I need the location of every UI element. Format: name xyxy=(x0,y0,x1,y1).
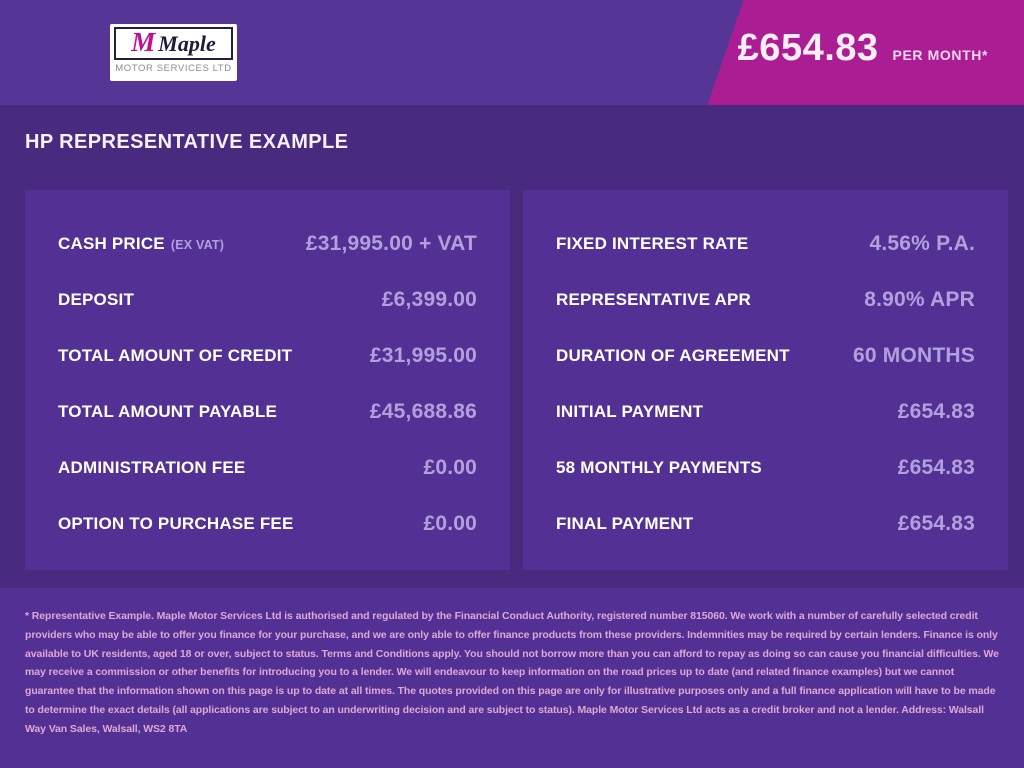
row-sublabel: (EX VAT) xyxy=(170,238,225,252)
row-value: £6,399.00 xyxy=(381,288,477,311)
row-initial-payment: INITIAL PAYMENT £654.83 xyxy=(556,384,975,440)
monthly-price-group: £654.83 PER MONTH* xyxy=(738,27,988,70)
row-value: £0.00 xyxy=(423,512,477,535)
dealer-logo: M Maple MOTOR SERVICES LTD xyxy=(110,24,237,81)
page-title: HP REPRESENTATIVE EXAMPLE xyxy=(25,131,349,153)
row-label: DEPOSIT xyxy=(58,290,135,309)
row-label: FIXED INTEREST RATE xyxy=(556,234,749,253)
row-total-amount-of-credit: TOTAL AMOUNT OF CREDIT £31,995.00 xyxy=(58,328,477,384)
row-deposit: DEPOSIT £6,399.00 xyxy=(58,272,477,328)
monthly-price-banner: £654.83 PER MONTH* xyxy=(707,0,1024,105)
row-fixed-interest-rate: FIXED INTEREST RATE 4.56% P.A. xyxy=(556,216,975,272)
finance-panel-right: FIXED INTEREST RATE 4.56% P.A. REPRESENT… xyxy=(523,190,1008,570)
row-label: CASH PRICE (EX VAT) xyxy=(58,234,225,253)
row-duration-of-agreement: DURATION OF AGREEMENT 60 MONTHS xyxy=(556,328,975,384)
logo-subtitle: MOTOR SERVICES LTD xyxy=(115,63,232,74)
footer: * Representative Example. Maple Motor Se… xyxy=(0,588,1024,768)
row-final-payment: FINAL PAYMENT £654.83 xyxy=(556,496,975,552)
row-label: INITIAL PAYMENT xyxy=(556,402,704,421)
row-value: £654.83 xyxy=(897,512,975,535)
row-label: REPRESENTATIVE APR xyxy=(556,290,752,309)
row-value: 8.90% APR xyxy=(864,288,975,311)
logo-m-letter: M xyxy=(131,27,156,57)
row-label: 58 MONTHLY PAYMENTS xyxy=(556,458,762,477)
row-value: 4.56% P.A. xyxy=(869,232,975,255)
header: M Maple MOTOR SERVICES LTD £654.83 PER M… xyxy=(0,0,1024,105)
row-label: DURATION OF AGREEMENT xyxy=(556,346,790,365)
monthly-price-amount: £654.83 xyxy=(737,27,879,69)
row-label: ADMINISTRATION FEE xyxy=(58,458,246,477)
row-cash-price: CASH PRICE (EX VAT) £31,995.00 + VAT xyxy=(58,216,477,272)
row-label: TOTAL AMOUNT OF CREDIT xyxy=(58,346,293,365)
row-value: £31,995.00 xyxy=(369,344,477,367)
logo-name: Maple xyxy=(158,30,216,56)
row-monthly-payments: 58 MONTHLY PAYMENTS £654.83 xyxy=(556,440,975,496)
row-label: FINAL PAYMENT xyxy=(556,514,694,533)
row-label: OPTION TO PURCHASE FEE xyxy=(58,514,294,533)
row-value: £31,995.00 + VAT xyxy=(305,232,477,255)
finance-panel-left: CASH PRICE (EX VAT) £31,995.00 + VAT DEPO… xyxy=(25,190,510,570)
dealer-logo-mark: M Maple xyxy=(114,27,233,60)
row-representative-apr: REPRESENTATIVE APR 8.90% APR xyxy=(556,272,975,328)
row-total-amount-payable: TOTAL AMOUNT PAYABLE £45,688.86 xyxy=(58,384,477,440)
row-value: 60 MONTHS xyxy=(853,344,975,367)
row-administration-fee: ADMINISTRATION FEE £0.00 xyxy=(58,440,477,496)
row-value: £0.00 xyxy=(423,456,477,479)
disclaimer-text: * Representative Example. Maple Motor Se… xyxy=(25,610,999,735)
row-value: £45,688.86 xyxy=(369,400,477,423)
row-option-to-purchase-fee: OPTION TO PURCHASE FEE £0.00 xyxy=(58,496,477,552)
per-month-label: PER MONTH* xyxy=(892,47,988,63)
row-value: £654.83 xyxy=(897,400,975,423)
row-value: £654.83 xyxy=(897,456,975,479)
row-label: TOTAL AMOUNT PAYABLE xyxy=(58,402,278,421)
